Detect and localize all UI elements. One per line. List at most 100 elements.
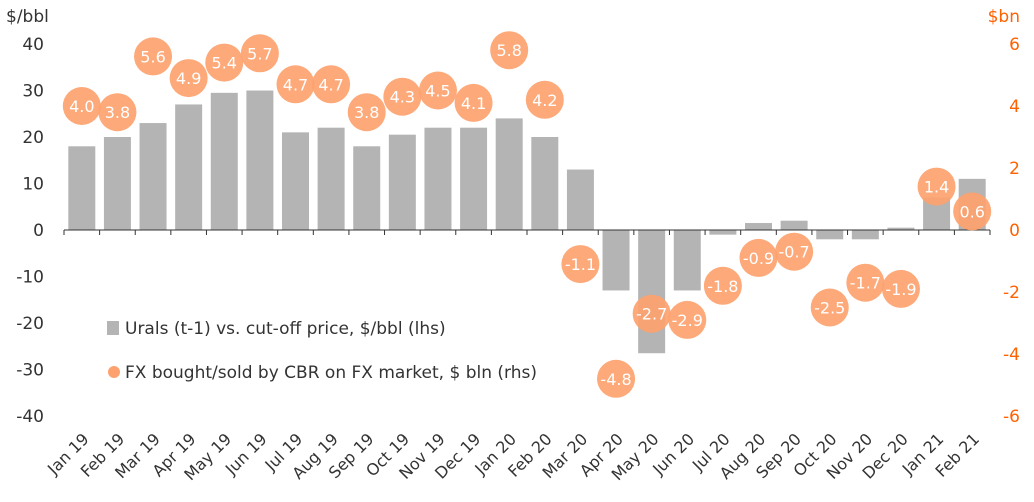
bubble-circle (169, 59, 208, 98)
bubble-jan-19: 4.0 (62, 87, 101, 125)
bubble-circle (490, 31, 529, 70)
left-tick-label: -20 (16, 314, 44, 334)
right-tick-label: 0 (1009, 221, 1020, 241)
bubble-circle (62, 87, 101, 125)
bubble-label: 1.4 (924, 178, 949, 197)
bubble-circle (205, 43, 244, 82)
bubble-label: -2.9 (672, 311, 703, 330)
bubble-label: -1.9 (885, 280, 916, 299)
bubble-label: 4.7 (283, 75, 308, 94)
bubble-label: 4.1 (461, 94, 486, 113)
bubble-label: 4.0 (69, 97, 94, 116)
bubble-label: 4.9 (176, 69, 201, 88)
bubble-circle (561, 245, 600, 284)
left-tick-label: 20 (22, 128, 44, 148)
bubble-label: -0.7 (779, 243, 810, 262)
right-tick-label: 4 (1009, 97, 1020, 117)
bubble-oct-19: 4.3 (383, 77, 422, 116)
bar-nov-19 (424, 127, 452, 230)
bubble-nov-20: -1.7 (846, 263, 885, 302)
bubble-label: 3.8 (354, 103, 379, 122)
bubble-label: -1.7 (850, 274, 881, 293)
bubble-feb-21: 0.6 (953, 192, 992, 231)
bubble-circle (98, 93, 137, 132)
bubble-circle (276, 65, 315, 104)
bar-feb-19 (103, 137, 131, 230)
bubble-sep-19: 3.8 (347, 93, 386, 132)
bar-series (68, 90, 986, 354)
bubble-circle (312, 65, 351, 104)
bar-dec-19 (460, 127, 488, 230)
bubble-circle (917, 167, 956, 206)
left-tick-label: -40 (16, 407, 44, 427)
bubble-jan-20: 5.8 (490, 31, 529, 70)
bar-sep-20 (780, 220, 808, 230)
bubble-circle (525, 80, 564, 119)
left-tick-label: -30 (16, 361, 44, 381)
bubble-label: 4.2 (532, 91, 557, 110)
bubble-label: 5.7 (247, 44, 272, 63)
right-tick-label: -4 (1003, 345, 1020, 365)
bar-dec-20 (887, 227, 915, 230)
bubble-circle (810, 288, 849, 327)
bar-jun-20 (673, 230, 701, 291)
bubble-apr-19: 4.9 (169, 59, 208, 98)
bubble-may-19: 5.4 (205, 43, 244, 82)
legend-label-bars: Urals (t-1) vs. cut-off price, $/bbl (lh… (125, 319, 446, 339)
bubble-mar-19: 5.6 (134, 37, 173, 76)
bubble-aug-19: 4.7 (312, 65, 351, 104)
right-axis-unit: $bn (988, 7, 1020, 27)
bar-mar-19 (139, 123, 167, 230)
bubble-circle (739, 238, 778, 277)
bubble-circle (846, 263, 885, 302)
bubble-label: -1.1 (565, 255, 596, 274)
bubble-label: 3.8 (105, 103, 130, 122)
right-tick-label: -6 (1003, 407, 1020, 427)
bubble-circle (953, 192, 992, 231)
bubble-label: -0.9 (743, 249, 774, 268)
bubble-jun-19: 5.7 (240, 34, 279, 73)
bubble-circle (134, 37, 173, 76)
bubble-circle (881, 269, 920, 308)
bar-aug-19 (317, 127, 345, 230)
bar-jul-20 (709, 230, 737, 235)
bar-jul-19 (282, 132, 309, 230)
bubble-label: 0.6 (959, 202, 984, 221)
bubble-label: 4.5 (425, 82, 450, 101)
left-tick-label: -10 (16, 268, 44, 288)
bar-jun-19 (246, 90, 274, 230)
bar-oct-19 (388, 134, 416, 230)
bubble-label: 4.3 (390, 88, 415, 107)
bubble-label: -1.8 (707, 277, 738, 296)
bar-nov-20 (851, 230, 879, 240)
bubble-jul-19: 4.7 (276, 65, 315, 104)
bubble-sep-20: -0.7 (775, 232, 814, 271)
bar-apr-19 (175, 104, 203, 230)
bubble-may-20: -2.7 (632, 294, 671, 333)
bar-sep-19 (353, 146, 381, 230)
bubble-circle (418, 71, 457, 110)
bubble-jun-20: -2.9 (668, 300, 707, 339)
bubble-aug-20: -0.9 (739, 238, 778, 277)
bar-aug-20 (745, 223, 772, 230)
legend: Urals (t-1) vs. cut-off price, $/bbl (lh… (107, 319, 537, 383)
bubble-circle (632, 294, 671, 333)
bubble-feb-19: 3.8 (98, 93, 137, 132)
bubble-circle (597, 359, 636, 398)
bar-jan-19 (68, 146, 96, 230)
bubble-circle (240, 34, 279, 73)
bar-mar-20 (566, 169, 594, 230)
bubble-circle (775, 232, 814, 271)
bubble-label: 5.6 (140, 47, 165, 66)
bar-oct-20 (816, 230, 844, 240)
bar-may-19 (210, 92, 238, 230)
left-tick-label: 40 (22, 35, 44, 55)
bubble-label: -4.8 (600, 370, 631, 389)
right-tick-label: 6 (1009, 35, 1020, 55)
bubble-circle (383, 77, 422, 116)
bubble-apr-20: -4.8 (597, 359, 636, 398)
bubble-dec-20: -1.9 (881, 269, 920, 308)
bubble-circle (454, 83, 493, 122)
